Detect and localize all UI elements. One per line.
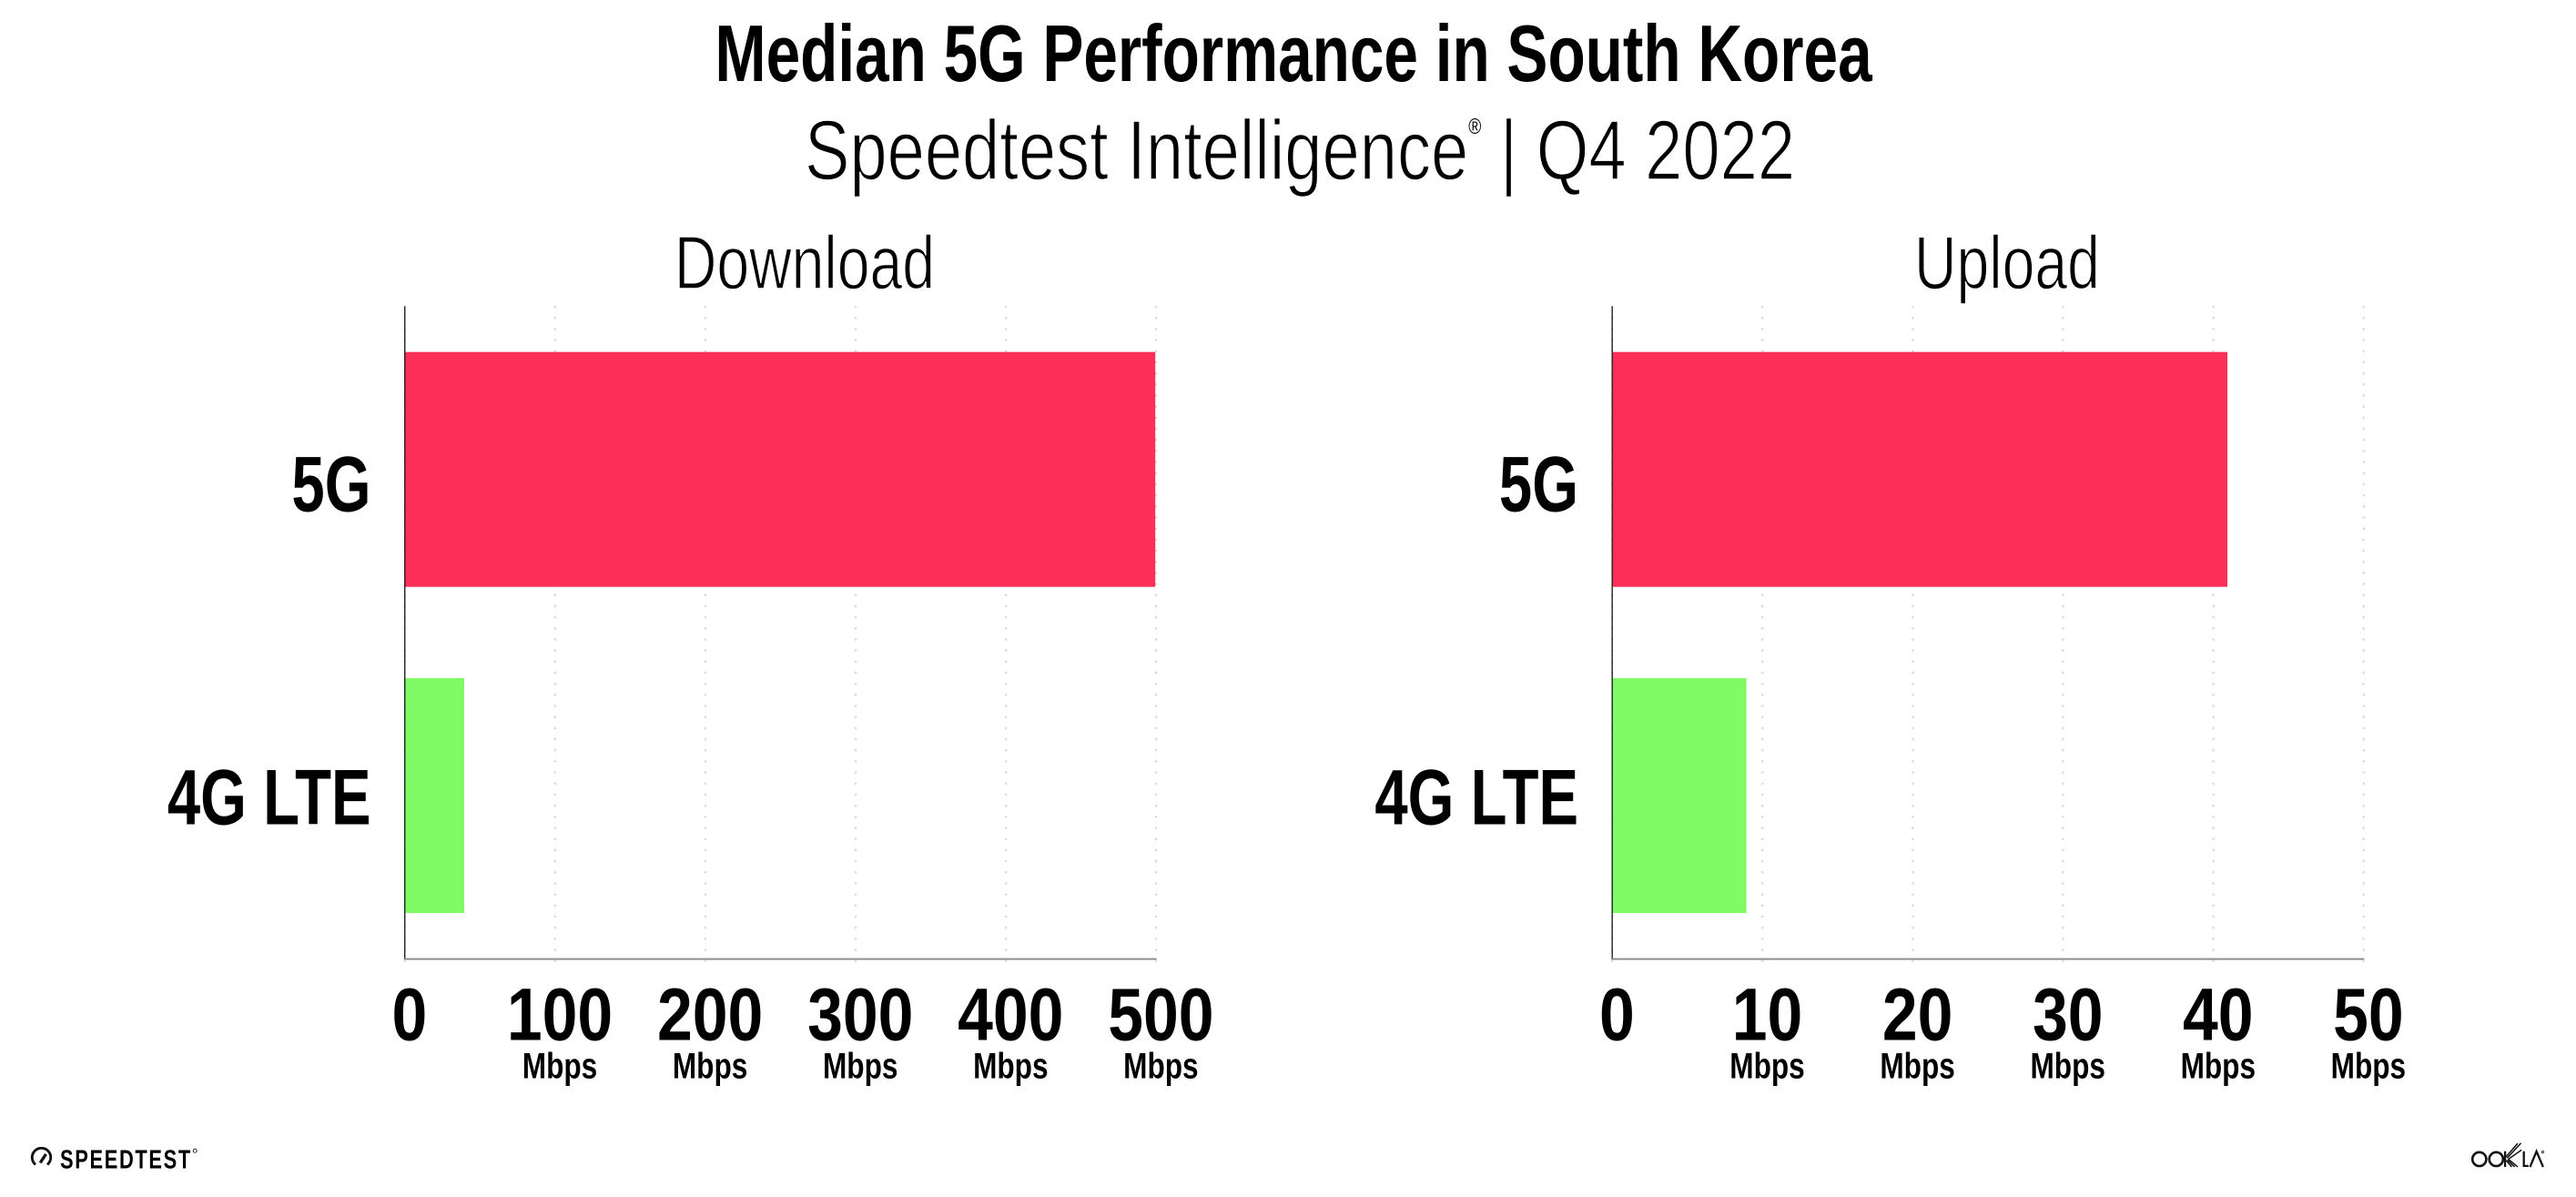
svg-text:300: 300 xyxy=(807,973,913,1057)
svg-text:Mbps: Mbps xyxy=(522,1046,597,1086)
svg-text:40: 40 xyxy=(2183,973,2254,1057)
svg-text:Median 5G Performance in South: Median 5G Performance in South Korea xyxy=(715,8,1872,98)
svg-text:20: 20 xyxy=(1882,973,1953,1057)
svg-text:Mbps: Mbps xyxy=(2331,1046,2406,1086)
svg-text:5G: 5G xyxy=(1499,441,1578,529)
svg-text:Mbps: Mbps xyxy=(673,1046,747,1086)
svg-text:4G LTE: 4G LTE xyxy=(167,755,371,842)
svg-text:Mbps: Mbps xyxy=(1880,1046,1954,1086)
svg-text:Download: Download xyxy=(674,220,935,305)
svg-text:30: 30 xyxy=(2033,973,2104,1057)
svg-text:0: 0 xyxy=(392,973,428,1057)
svg-text:Upload: Upload xyxy=(1914,220,2100,305)
svg-text:500: 500 xyxy=(1108,973,1213,1057)
svg-text:10: 10 xyxy=(1732,973,1803,1057)
svg-text:200: 200 xyxy=(657,973,763,1057)
svg-text:Mbps: Mbps xyxy=(1123,1046,1198,1086)
svg-text:0: 0 xyxy=(1599,973,1635,1057)
svg-text:4G LTE: 4G LTE xyxy=(1374,755,1578,842)
svg-text:5G: 5G xyxy=(291,441,370,529)
svg-text:Mbps: Mbps xyxy=(823,1046,898,1086)
svg-text:400: 400 xyxy=(958,973,1063,1057)
svg-text:Mbps: Mbps xyxy=(973,1046,1048,1086)
svg-text:SPEEDTEST: SPEEDTEST xyxy=(60,1145,192,1174)
svg-text:100: 100 xyxy=(507,973,613,1057)
svg-text:Speedtest Intelligence® | Q4 2: Speedtest Intelligence® | Q4 2022 xyxy=(805,103,1795,198)
svg-text:Mbps: Mbps xyxy=(2030,1046,2104,1086)
svg-text:Mbps: Mbps xyxy=(2181,1046,2256,1086)
svg-text:Mbps: Mbps xyxy=(1729,1046,1804,1086)
svg-text:50: 50 xyxy=(2333,973,2404,1057)
